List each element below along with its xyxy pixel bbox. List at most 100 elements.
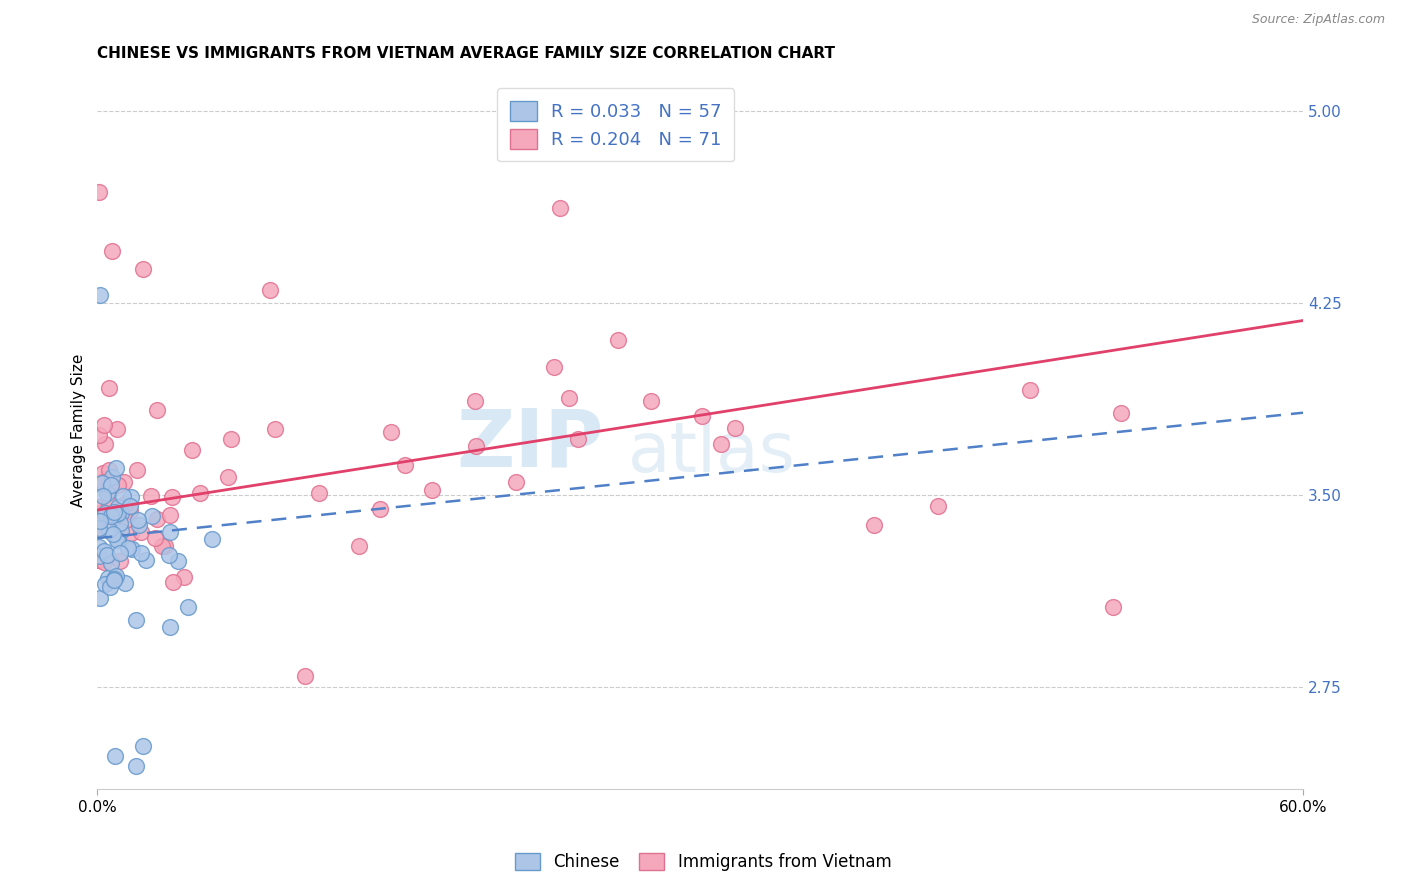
Point	[368, 502, 391, 516]
Point	[167, 553, 190, 567]
Point	[97, 463, 120, 477]
Point	[89, 288, 111, 302]
Point	[108, 553, 131, 567]
Point	[103, 527, 125, 541]
Point	[121, 541, 143, 556]
Point	[150, 539, 173, 553]
Point	[97, 523, 120, 537]
Point	[89, 521, 111, 535]
Point	[101, 469, 124, 483]
Point	[724, 421, 747, 435]
Text: ZIP: ZIP	[457, 406, 603, 484]
Legend: Chinese, Immigrants from Vietnam: Chinese, Immigrants from Vietnam	[506, 845, 900, 880]
Point	[94, 436, 117, 450]
Point	[118, 500, 141, 514]
Point	[93, 544, 115, 558]
Point	[606, 333, 628, 347]
Point	[188, 486, 211, 500]
Point	[550, 201, 572, 215]
Point	[710, 436, 733, 450]
Point	[96, 486, 118, 500]
Point	[89, 427, 111, 442]
Point	[107, 533, 129, 547]
Point	[89, 500, 111, 514]
Legend: R = 0.033   N = 57, R = 0.204   N = 71: R = 0.033 N = 57, R = 0.204 N = 71	[498, 88, 734, 161]
Point	[1109, 406, 1132, 420]
Point	[420, 483, 443, 498]
Point	[97, 496, 120, 510]
Point	[139, 490, 162, 504]
Point	[89, 506, 111, 520]
Point	[89, 523, 111, 537]
Point	[93, 509, 115, 524]
Point	[132, 739, 155, 753]
Point	[100, 509, 122, 524]
Point	[219, 432, 242, 446]
Point	[105, 508, 128, 522]
Point	[1102, 600, 1125, 615]
Point	[567, 432, 589, 446]
Point	[115, 513, 138, 527]
Point	[93, 417, 115, 432]
Point	[110, 506, 132, 520]
Point	[110, 524, 132, 538]
Point	[259, 283, 281, 297]
Point	[107, 507, 129, 521]
Point	[96, 549, 118, 563]
Point	[543, 359, 565, 374]
Text: Source: ZipAtlas.com: Source: ZipAtlas.com	[1251, 13, 1385, 27]
Point	[97, 571, 120, 585]
Point	[927, 499, 949, 513]
Point	[112, 475, 135, 490]
Point	[103, 511, 125, 525]
Point	[128, 517, 150, 532]
Point	[117, 541, 139, 555]
Point	[294, 669, 316, 683]
Point	[120, 525, 142, 540]
Point	[464, 394, 486, 409]
Point	[1018, 383, 1040, 397]
Point	[103, 573, 125, 587]
Point	[93, 555, 115, 569]
Point	[114, 575, 136, 590]
Point	[96, 482, 118, 496]
Point	[107, 421, 129, 435]
Point	[100, 556, 122, 570]
Point	[465, 439, 488, 453]
Point	[108, 516, 131, 531]
Point	[124, 613, 146, 627]
Point	[93, 577, 115, 591]
Point	[118, 504, 141, 518]
Point	[89, 514, 111, 528]
Point	[94, 506, 117, 520]
Point	[104, 748, 127, 763]
Point	[127, 513, 149, 527]
Point	[89, 553, 111, 567]
Point	[159, 620, 181, 634]
Point	[131, 546, 153, 560]
Point	[173, 569, 195, 583]
Point	[89, 513, 111, 527]
Point	[558, 392, 581, 406]
Point	[159, 508, 181, 522]
Point	[101, 244, 124, 259]
Point	[143, 531, 166, 545]
Point	[107, 500, 129, 514]
Point	[104, 571, 127, 585]
Point	[114, 497, 136, 511]
Point	[690, 409, 713, 423]
Point	[103, 504, 125, 518]
Point	[180, 442, 202, 457]
Point	[347, 539, 370, 553]
Point	[105, 533, 128, 548]
Point	[98, 381, 121, 395]
Point	[141, 509, 163, 524]
Point	[89, 591, 111, 605]
Point	[93, 489, 115, 503]
Point	[177, 599, 200, 614]
Point	[380, 425, 402, 440]
Point	[135, 553, 157, 567]
Point	[89, 553, 111, 567]
Point	[89, 540, 111, 554]
Point	[89, 549, 111, 564]
